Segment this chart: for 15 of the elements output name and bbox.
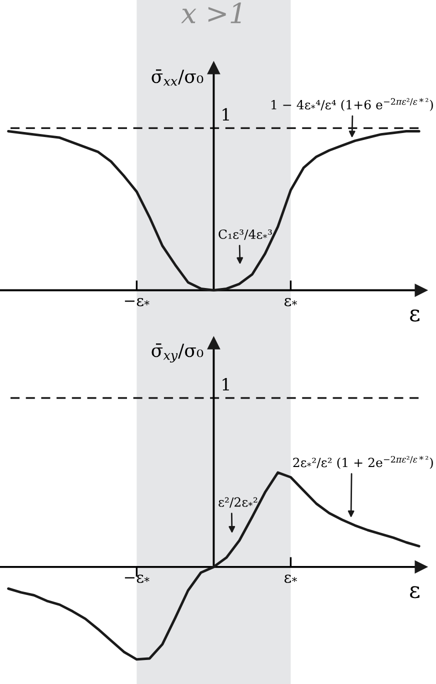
y-axis-title: σ̄$_{xx}$/σ₀ (152, 69, 204, 86)
text: 1 − 4ε$_{*}$⁴/ε⁴ (1+6 e$^{−2πε²/ε*²}$) (272, 98, 433, 112)
annotation: ε²/2ε$_{*}$² (218, 497, 258, 508)
y-axis-title: σ̄$_{xy}$/σ₀ (152, 343, 204, 363)
x-tick-label: ε$_{*}$ (284, 574, 297, 583)
x-axis-title: ε (410, 310, 420, 322)
band-label: x >1 (181, 2, 241, 24)
annotation: C₁ε³/4ε$_{*}$³ (218, 229, 272, 240)
ref-line-label: 1 (222, 108, 229, 120)
x-tick-label: ε$_{*}$ (284, 298, 297, 306)
text: 1 (222, 378, 229, 390)
x-tick-label: −ε$_{*}$ (124, 574, 150, 583)
x-axis-title: ε (410, 586, 420, 598)
x-tick-label: −ε$_{*}$ (124, 298, 150, 306)
text: 2ε$_{*}$²/ε² (1 + 2e$^{−2πε²/ε*²}$) (293, 456, 433, 469)
